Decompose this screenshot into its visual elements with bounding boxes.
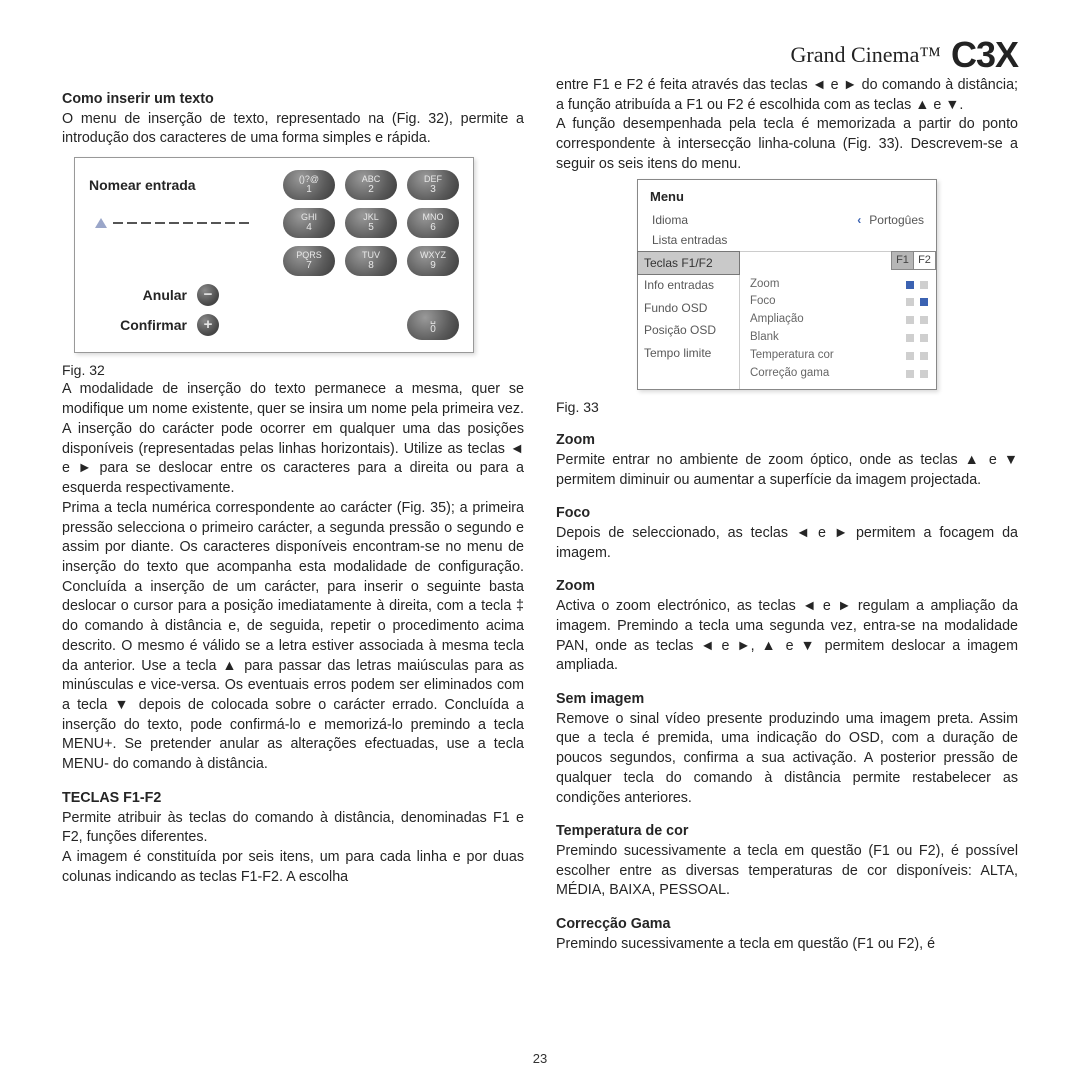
menu-list-row: Blank: [750, 329, 928, 347]
menu-f1f2-header: F1 F2: [891, 251, 936, 270]
para-foco: Depois de seleccionado, as teclas ◄ e ► …: [556, 524, 1018, 563]
menu-f1-indicator: [906, 316, 914, 324]
plus-icon: +: [197, 314, 219, 336]
menu-side-item: Info entradas: [638, 274, 739, 297]
column-left: Como inserir um texto O menu de inserção…: [62, 76, 524, 955]
keypad-row-2: GHI4 JKL5 MNO6: [283, 208, 459, 238]
figure-33-label: Fig. 33: [556, 398, 1018, 417]
column-right: entre F1 e F2 é feita através das teclas…: [556, 76, 1018, 955]
keypad-row-1: ()?@1 ABC2 DEF3: [283, 170, 459, 200]
keypad-key-1: ()?@1: [283, 170, 335, 200]
menu-f1-indicator: [906, 281, 914, 289]
menu-f2-indicator: [920, 352, 928, 360]
heading-temp-cor: Temperatura de cor: [556, 822, 1018, 842]
para-teclas-1: Permite atribuir às teclas do comando à …: [62, 809, 524, 848]
brand-script: Grand Cinema™: [791, 42, 941, 68]
menu-f2-label: F2: [914, 252, 936, 269]
keypad-row-3: PQRS7 TUV8 WXYZ9: [283, 246, 459, 276]
menu-f1-indicator: [906, 298, 914, 306]
two-column-layout: Como inserir um texto O menu de inserção…: [62, 76, 1018, 955]
figure-keypad: Nomear entrada ()?@1 ABC2 DEF3 GHI4 JKL5…: [74, 157, 474, 353]
keypad-key-2: ABC2: [345, 170, 397, 200]
keypad-input-line: [95, 218, 251, 228]
menu-f2-indicator: [920, 298, 928, 306]
figure-32-label: Fig. 32: [62, 361, 474, 380]
menu-row-label: Blank: [750, 330, 900, 346]
menu-list-row: Zoom: [750, 276, 928, 294]
menu-side-list: Teclas F1/F2 Info entradas Fundo OSD Pos…: [638, 252, 740, 389]
keypad-key-8: TUV8: [345, 246, 397, 276]
para-gama: Premindo sucessivamente a tecla em quest…: [556, 935, 1018, 955]
menu-f1-label: F1: [892, 252, 914, 269]
brand-block: Grand Cinema™ C3X: [791, 34, 1019, 76]
keypad-key-9: WXYZ9: [407, 246, 459, 276]
menu-list-row: Correção gama: [750, 365, 928, 383]
menu-f1-indicator: [906, 370, 914, 378]
menu-list-row: Foco: [750, 293, 928, 311]
para-intro: O menu de inserção de texto, representad…: [62, 110, 524, 149]
keypad-key-7: PQRS7: [283, 246, 335, 276]
keypad-key-6: MNO6: [407, 208, 459, 238]
menu-row-label: Zoom: [750, 277, 900, 293]
menu-f2-indicator: [920, 370, 928, 378]
menu-idioma-label: Idioma: [652, 212, 688, 229]
keypad-confirm-label: Confirmar: [115, 316, 187, 335]
keypad-key-3: DEF3: [407, 170, 459, 200]
menu-side-item: Teclas F1/F2: [637, 251, 740, 276]
menu-f1-indicator: [906, 334, 914, 342]
page-number: 23: [533, 1051, 547, 1066]
para-sem-imagem: Remove o sinal vídeo presente produzindo…: [556, 710, 1018, 809]
minus-icon: −: [197, 284, 219, 306]
para-right-2: A função desempenhada pela tecla é memor…: [556, 115, 1018, 174]
heading-como-inserir: Como inserir um texto: [62, 90, 524, 110]
para-temp-cor: Premindo sucessivamente a tecla em quest…: [556, 842, 1018, 901]
keypad-key-5: JKL5: [345, 208, 397, 238]
keypad-title: Nomear entrada: [89, 176, 196, 195]
heading-gama: Correcção Gama: [556, 915, 1018, 935]
para-zoom2: Activa o zoom electrónico, as teclas ◄ e…: [556, 597, 1018, 676]
para-right-1: entre F1 e F2 é feita através das teclas…: [556, 76, 1018, 115]
keypad-key-0: ␣0: [407, 310, 459, 340]
keypad-annul-label: Anular: [115, 286, 187, 305]
para-teclas-2: A imagem é constituída por seis itens, u…: [62, 848, 524, 887]
menu-side-item: Tempo limite: [638, 342, 739, 365]
chevron-left-icon: ‹: [857, 212, 861, 229]
para-zoom: Permite entrar no ambiente de zoom óptic…: [556, 451, 1018, 490]
menu-main: F1 F2 ZoomFoco Ampliação Blank Temperatura …: [740, 252, 936, 389]
para-body-2: Prima a tecla numérica correspondente ao…: [62, 499, 524, 775]
figure-menu: Menu Idioma ‹ Portogûes Lista entradas T…: [637, 179, 937, 390]
heading-foco: Foco: [556, 504, 1018, 524]
menu-row-label: Foco: [750, 294, 900, 310]
menu-title: Menu: [638, 180, 936, 210]
heading-zoom: Zoom: [556, 431, 1018, 451]
menu-list-row: Ampliação: [750, 311, 928, 329]
menu-lista-row: Lista entradas: [638, 230, 936, 251]
menu-side-item: Fundo OSD: [638, 297, 739, 320]
brand-bold: C3X: [951, 34, 1018, 76]
menu-side-item: Posição OSD: [638, 319, 739, 342]
menu-list-row: Temperatura cor: [750, 347, 928, 365]
heading-sem-imagem: Sem imagem: [556, 690, 1018, 710]
para-body-1: A modalidade de inserção do texto perman…: [62, 380, 524, 498]
menu-f2-indicator: [920, 334, 928, 342]
heading-teclas: TECLAS F1-F2: [62, 789, 524, 809]
menu-row-label: Ampliação: [750, 312, 900, 328]
menu-row-label: Temperatura cor: [750, 348, 900, 364]
menu-row-label: Correção gama: [750, 366, 900, 382]
menu-f2-indicator: [920, 316, 928, 324]
keypad-key-4: GHI4: [283, 208, 335, 238]
menu-f1-indicator: [906, 352, 914, 360]
keypad-cursor-icon: [95, 218, 107, 228]
menu-f2-indicator: [920, 281, 928, 289]
menu-idioma-value: Portogûes: [869, 212, 924, 229]
heading-zoom2: Zoom: [556, 577, 1018, 597]
menu-idioma-row: Idioma ‹ Portogûes: [638, 210, 936, 231]
